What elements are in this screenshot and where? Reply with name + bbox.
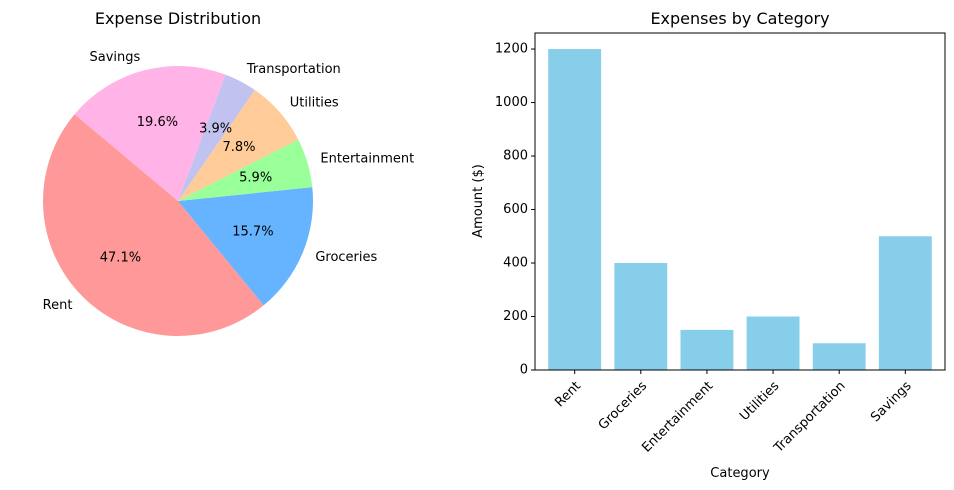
x-axis-label: Category <box>710 466 770 481</box>
y-tick-label: 800 <box>503 149 528 164</box>
y-tick-label: 400 <box>503 256 528 271</box>
y-tick-label: 1000 <box>495 95 528 110</box>
x-tick-label-rent: Rent <box>552 379 584 411</box>
pie-slice-utilities <box>178 90 299 201</box>
bar-utilities <box>746 316 800 370</box>
pie-label-utilities: Utilities <box>290 96 339 111</box>
bar-rent <box>548 49 602 371</box>
pie-slice-transportation <box>178 74 255 201</box>
pie-label-transportation: Transportation <box>246 62 341 77</box>
pie-percent-savings: 19.6% <box>137 115 178 130</box>
pie-percent-utilities: 7.8% <box>222 140 255 155</box>
pie-label-savings: Savings <box>90 50 141 65</box>
pie-slice-entertainment <box>178 139 313 201</box>
x-tick-label-savings: Savings <box>868 379 915 426</box>
x-tick-label-entertainment: Entertainment <box>639 379 716 456</box>
pie-chart: Expense Distribution 47.1% Rent 15.7% Groce… <box>42 9 414 337</box>
y-tick-label: 1200 <box>495 42 528 57</box>
pie-percent-entertainment: 5.9% <box>239 171 272 186</box>
y-tick-label: 0 <box>520 363 528 378</box>
y-tick-label: 200 <box>503 309 528 324</box>
pie-percent-groceries: 15.7% <box>232 224 273 239</box>
pie-label-rent: Rent <box>43 298 73 313</box>
y-axis-label: Amount ($) <box>471 164 486 238</box>
x-tick-label-utilities: Utilities <box>737 379 782 424</box>
plot-frame <box>534 32 946 371</box>
pie-slice-rent <box>42 114 264 337</box>
bar-transportation <box>812 343 866 370</box>
pie-percent-rent: 47.1% <box>100 250 141 265</box>
y-tick-label: 600 <box>503 202 528 217</box>
bar-chart: Expenses by Category Rent GroceriesEntert… <box>471 9 946 481</box>
bar-savings <box>878 236 932 370</box>
bar-title: Expenses by Category <box>650 9 829 28</box>
pie-slice-savings <box>74 66 226 201</box>
bar-entertainment <box>680 329 734 370</box>
pie-title: Expense Distribution <box>95 9 261 28</box>
pie-label-groceries: Groceries <box>315 250 377 265</box>
pie-percent-transportation: 3.9% <box>199 122 232 137</box>
x-tick-label-groceries: Groceries <box>596 379 651 434</box>
x-tick-label-transportation: Transportation <box>771 379 849 457</box>
pie-label-entertainment: Entertainment <box>320 151 414 166</box>
pie-slice-groceries <box>178 187 313 306</box>
bar-groceries <box>614 263 668 370</box>
